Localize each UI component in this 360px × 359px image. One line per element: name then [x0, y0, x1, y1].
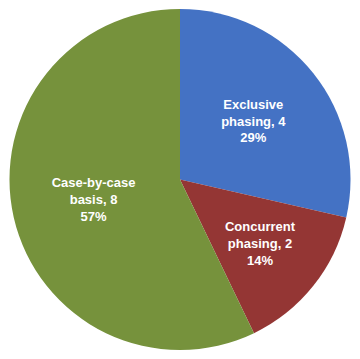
data-label-line: 57%	[81, 209, 107, 224]
data-label-line: basis, 8	[70, 192, 118, 207]
data-labels: Exclusive phasing, 429% Concurrent phasing,…	[52, 97, 296, 268]
data-label-line: Case-by-case	[52, 175, 136, 190]
data-label-line: Concurrent	[225, 219, 296, 234]
data-label-line: phasing, 2	[228, 236, 292, 251]
data-label: Exclusive phasing, 429%	[221, 97, 286, 146]
slices	[9, 9, 350, 350]
data-label-line: 14%	[247, 253, 273, 268]
chart: Exclusive phasing, 429% Concurrent phasing,…	[0, 0, 360, 359]
slice	[9, 9, 254, 350]
data-label-line: 29%	[240, 130, 266, 145]
data-label-line: Exclusive	[223, 97, 283, 112]
data-label-line: phasing, 4	[221, 114, 286, 129]
data-label: Case-by-case basis, 8 57%	[52, 175, 136, 224]
pie: Exclusive phasing, 429% Concurrent phasing,…	[9, 9, 350, 350]
data-label: Concurrent phasing, 2 14%	[225, 219, 296, 268]
